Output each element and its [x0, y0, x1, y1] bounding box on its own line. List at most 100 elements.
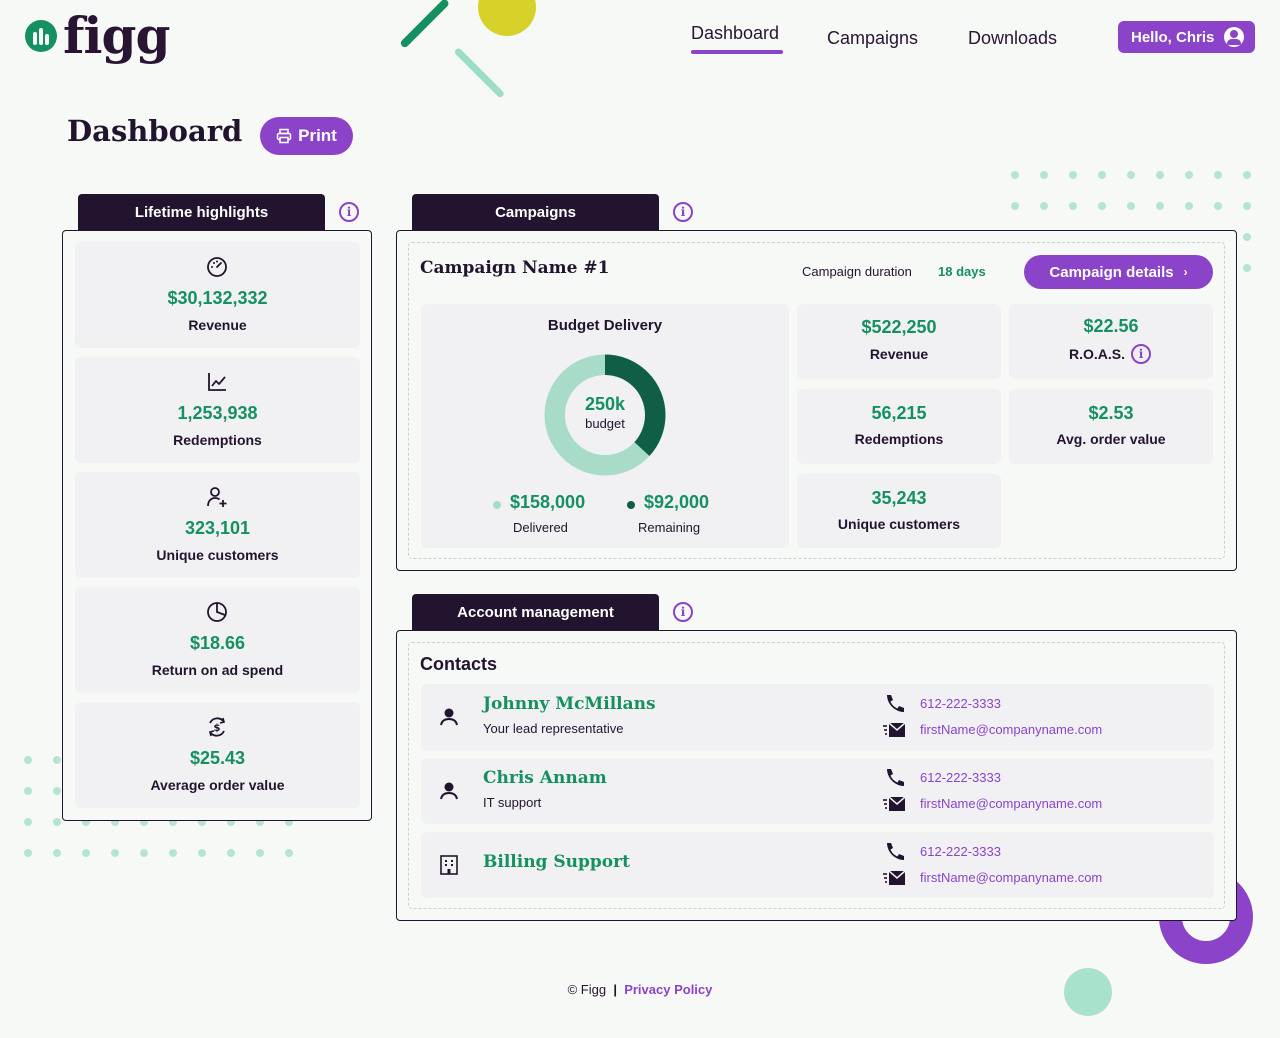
metric-value: $22.56 — [1083, 316, 1139, 336]
budget-center-value: 250k — [584, 394, 626, 414]
decorative-circle-yellow — [478, 0, 536, 36]
lifetime-card-unique-customers: 323,101 Unique customers — [75, 472, 360, 578]
decorative-dot — [1185, 202, 1193, 210]
line-chart-icon — [208, 373, 226, 391]
account-info-icon[interactable]: i — [673, 602, 693, 622]
decorative-dot — [1185, 171, 1193, 179]
decorative-dot — [285, 818, 293, 826]
budget-title: Budget Delivery — [547, 317, 663, 334]
building-icon — [440, 855, 458, 875]
contact-name: Johnny McMillans — [483, 694, 656, 714]
user-plus-icon — [207, 487, 227, 507]
tab-account-management[interactable]: Account management — [412, 594, 659, 631]
donut-delivered-arc — [544, 354, 666, 476]
campaign-metric-unique-customers: 35,243 Unique customers — [797, 474, 1001, 548]
footer: © Figg | Privacy Policy — [0, 982, 1280, 997]
contact-email[interactable]: firstName@companyname.com — [920, 870, 1103, 885]
decorative-dot — [1040, 171, 1048, 179]
privacy-policy-link[interactable]: Privacy Policy — [624, 982, 713, 997]
decorative-dot — [24, 787, 32, 795]
person-icon — [440, 708, 458, 726]
contact-phone[interactable]: 612-222-3333 — [920, 696, 1001, 711]
decorative-circle-mint — [1064, 968, 1112, 1016]
decorative-dot — [1069, 202, 1077, 210]
account-inner-frame — [408, 642, 1225, 909]
lifetime-card-roas: $18.66 Return on ad spend — [75, 587, 360, 693]
contact-name: Chris Annam — [483, 768, 607, 788]
decorative-dot — [24, 756, 32, 764]
campaign-name: Campaign Name #1 — [420, 258, 610, 278]
nav-downloads[interactable]: Downloads — [968, 28, 1058, 48]
printer-icon — [276, 128, 292, 144]
decorative-dot — [53, 849, 61, 857]
contacts-title: Contacts — [420, 654, 498, 674]
contact-role: IT support — [483, 795, 542, 810]
decorative-dot — [82, 818, 90, 826]
decorative-dot — [1214, 202, 1222, 210]
decorative-dot — [1127, 202, 1135, 210]
figg-logo[interactable]: figg — [25, 10, 170, 62]
campaign-duration-value: 18 days — [938, 264, 986, 279]
decorative-dot — [169, 818, 177, 826]
budget-center-label: budget — [585, 416, 625, 431]
contact-row: Chris Annam IT support 612-222-3333 firs… — [421, 758, 1214, 824]
nav-campaigns[interactable]: Campaigns — [827, 28, 919, 48]
metric-value: 56,215 — [871, 403, 927, 423]
budget-remaining-label: Remaining — [638, 520, 701, 535]
lifetime-card-avg-order: $ $25.43 Average order value — [75, 702, 360, 808]
page-title: Dashboard — [67, 114, 243, 148]
contact-phone[interactable]: 612-222-3333 — [920, 770, 1001, 785]
decorative-dot — [140, 818, 148, 826]
decorative-dot — [1214, 171, 1222, 179]
campaigns-info-icon[interactable]: i — [673, 202, 693, 222]
decorative-dot — [1156, 171, 1164, 179]
mail-icon — [883, 796, 906, 811]
decorative-dot — [1040, 202, 1048, 210]
lifetime-info-icon[interactable]: i — [339, 202, 359, 222]
decorative-dot — [140, 849, 148, 857]
decorative-dot — [111, 849, 119, 857]
contact-row: Billing Support 612-222-3333 firstName@c… — [421, 832, 1214, 898]
decorative-dot — [1156, 202, 1164, 210]
decorative-dot — [256, 849, 264, 857]
decorative-dot — [1243, 171, 1251, 179]
decorative-dot — [24, 818, 32, 826]
dollar-cycle-icon: $ — [209, 717, 225, 737]
metric-value: 35,243 — [871, 488, 927, 508]
budget-donut-chart — [544, 354, 666, 476]
metric-label: Revenue — [869, 346, 929, 362]
contact-name: Billing Support — [483, 852, 630, 872]
user-menu-button[interactable]: Hello, Chris — [1118, 21, 1255, 53]
decorative-dot — [1011, 202, 1019, 210]
print-label: Print — [298, 126, 337, 145]
contact-email[interactable]: firstName@companyname.com — [920, 722, 1103, 737]
lifetime-card-redemptions: 1,253,938 Redemptions — [75, 357, 360, 463]
decorative-dot — [82, 849, 90, 857]
campaign-metric-avg-order: $2.53 Avg. order value — [1009, 389, 1213, 464]
nav-dashboard[interactable]: Dashboard — [691, 23, 780, 43]
decorative-stripe-green — [399, 0, 451, 49]
campaign-metric-revenue: $522,250 Revenue — [797, 304, 1001, 379]
user-avatar-icon — [1224, 27, 1245, 47]
lifetime-value: 1,253,938 — [177, 403, 258, 423]
metric-label: Unique customers — [837, 516, 961, 532]
campaign-details-button[interactable]: Campaign details › — [1024, 255, 1213, 289]
mail-icon — [883, 870, 906, 885]
budget-delivered-label: Delivered — [513, 520, 568, 535]
tab-campaigns[interactable]: Campaigns — [412, 194, 659, 231]
user-greeting: Hello, Chris — [1131, 28, 1215, 46]
decorative-dot — [256, 818, 264, 826]
contact-email[interactable]: firstName@companyname.com — [920, 796, 1103, 811]
lifetime-value: $30,132,332 — [167, 288, 268, 308]
tab-lifetime-highlights[interactable]: Lifetime highlights — [78, 194, 325, 231]
decorative-dot — [1127, 171, 1135, 179]
print-button[interactable]: Print — [260, 117, 353, 155]
decorative-dot — [1243, 264, 1251, 272]
metric-label: R.O.A.S. — [1069, 346, 1126, 362]
footer-copyright: © Figg — [567, 982, 607, 997]
roas-info-icon[interactable]: i — [1131, 344, 1151, 364]
contact-phone[interactable]: 612-222-3333 — [920, 844, 1001, 859]
metric-value: $2.53 — [1088, 403, 1134, 423]
donut-center — [565, 375, 645, 455]
decorative-dot — [227, 818, 235, 826]
